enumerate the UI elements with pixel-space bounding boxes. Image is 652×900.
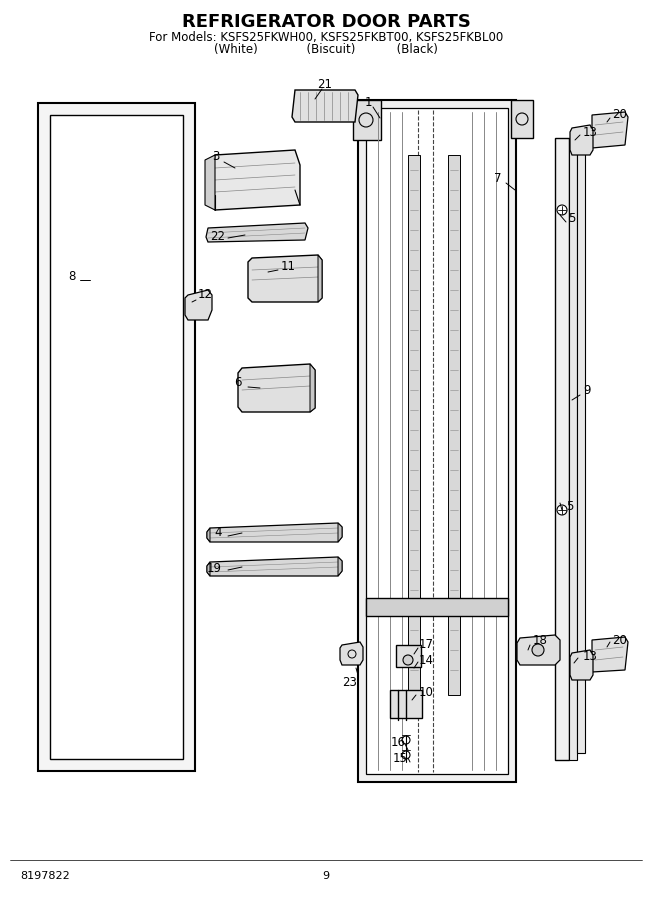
Text: 17: 17 xyxy=(419,638,434,652)
Bar xyxy=(555,138,569,760)
Text: 19: 19 xyxy=(207,562,222,574)
Polygon shape xyxy=(570,125,593,155)
Text: 15: 15 xyxy=(393,752,408,764)
Bar xyxy=(353,100,381,140)
Text: 11: 11 xyxy=(280,260,295,274)
Text: For Models: KSFS25FKWH00, KSFS25FKBT00, KSFS25FKBL00: For Models: KSFS25FKWH00, KSFS25FKBT00, … xyxy=(149,31,503,43)
Text: 6: 6 xyxy=(234,375,242,389)
Text: 9: 9 xyxy=(584,383,591,397)
Bar xyxy=(38,103,195,771)
Text: 14: 14 xyxy=(419,653,434,667)
Text: 7: 7 xyxy=(494,172,502,184)
Polygon shape xyxy=(292,90,358,122)
Text: 9: 9 xyxy=(323,871,329,881)
Text: 12: 12 xyxy=(198,287,213,301)
Polygon shape xyxy=(592,637,628,672)
Polygon shape xyxy=(570,650,593,680)
Bar xyxy=(511,100,533,138)
Bar xyxy=(396,645,421,667)
Text: 13: 13 xyxy=(583,650,597,662)
Text: 23: 23 xyxy=(342,676,357,688)
Text: 22: 22 xyxy=(211,230,226,244)
Text: 8: 8 xyxy=(68,269,76,283)
Polygon shape xyxy=(338,523,342,542)
Polygon shape xyxy=(338,557,342,576)
Polygon shape xyxy=(185,290,212,320)
Bar xyxy=(569,138,577,760)
Polygon shape xyxy=(310,364,315,412)
Text: (White)             (Biscuit)           (Black): (White) (Biscuit) (Black) xyxy=(214,43,438,57)
Bar xyxy=(408,155,420,695)
Bar xyxy=(366,108,508,774)
Text: 4: 4 xyxy=(215,526,222,538)
Polygon shape xyxy=(207,557,342,576)
Bar xyxy=(366,598,508,616)
Text: 20: 20 xyxy=(613,634,627,646)
Polygon shape xyxy=(592,112,628,148)
Polygon shape xyxy=(207,528,210,542)
Text: 20: 20 xyxy=(613,109,627,122)
Bar xyxy=(390,690,422,718)
Text: 13: 13 xyxy=(583,125,597,139)
Circle shape xyxy=(557,205,567,215)
Polygon shape xyxy=(318,255,322,302)
Bar xyxy=(358,100,516,782)
Bar xyxy=(50,115,183,759)
Text: REFRIGERATOR DOOR PARTS: REFRIGERATOR DOOR PARTS xyxy=(181,13,471,31)
Polygon shape xyxy=(206,223,308,242)
Polygon shape xyxy=(340,642,363,665)
Polygon shape xyxy=(207,523,342,542)
Circle shape xyxy=(403,655,413,665)
Bar xyxy=(448,155,460,695)
Text: 5: 5 xyxy=(569,212,576,224)
Polygon shape xyxy=(205,155,215,210)
Polygon shape xyxy=(210,150,300,210)
Text: 10: 10 xyxy=(419,686,434,698)
Polygon shape xyxy=(207,562,210,576)
Circle shape xyxy=(557,505,567,515)
Text: 21: 21 xyxy=(318,77,333,91)
Text: 16: 16 xyxy=(391,735,406,749)
Text: 1: 1 xyxy=(364,96,372,110)
Text: 5: 5 xyxy=(567,500,574,514)
Bar xyxy=(577,145,585,753)
Polygon shape xyxy=(517,635,560,665)
Polygon shape xyxy=(248,255,322,302)
Polygon shape xyxy=(238,364,315,412)
Text: 3: 3 xyxy=(213,150,220,164)
Text: 8197822: 8197822 xyxy=(20,871,70,881)
Circle shape xyxy=(532,644,544,656)
Text: 18: 18 xyxy=(533,634,548,646)
